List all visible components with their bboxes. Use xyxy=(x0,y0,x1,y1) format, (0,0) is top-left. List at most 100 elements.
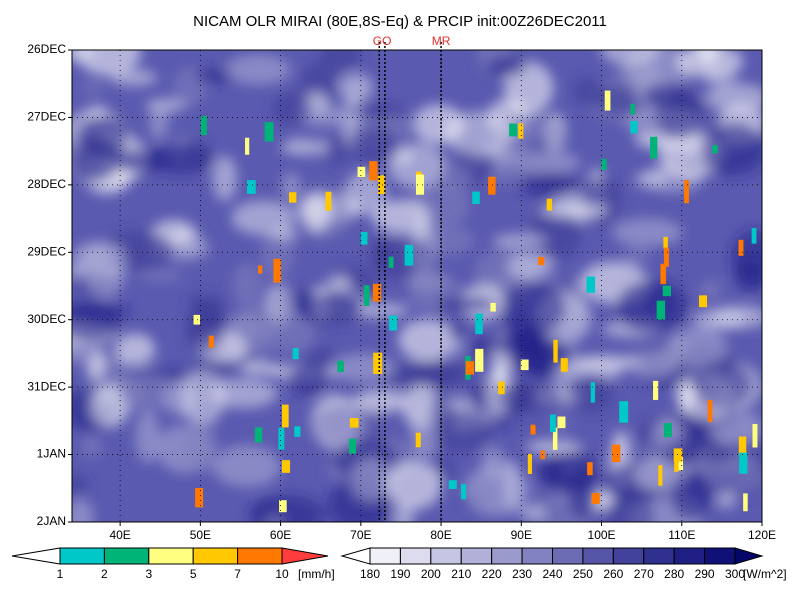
texture-blob xyxy=(494,331,546,357)
texture-blob xyxy=(81,81,104,96)
texture-cell xyxy=(590,382,596,403)
texture-blob xyxy=(448,321,466,340)
colorbar-unit: [mm/h] xyxy=(298,567,335,581)
texture-blob xyxy=(74,50,142,76)
texture-cell xyxy=(289,192,297,203)
colorbar-label: 290 xyxy=(695,567,715,581)
texture-cell xyxy=(472,191,480,204)
texture-blob xyxy=(692,359,753,408)
texture-cell xyxy=(530,424,536,435)
texture-blob xyxy=(298,292,363,327)
x-tick-label: 80E xyxy=(430,528,451,542)
texture-blob xyxy=(734,257,762,293)
texture-cell xyxy=(761,499,762,515)
texture-cell xyxy=(518,123,524,139)
texture-blob xyxy=(669,471,714,521)
texture-cell xyxy=(415,432,421,448)
colorbar-box xyxy=(491,547,523,565)
texture-blob xyxy=(72,498,95,522)
texture-blob xyxy=(194,68,234,84)
texture-cell xyxy=(292,348,299,360)
texture-cell xyxy=(630,121,638,134)
texture-cell xyxy=(538,257,545,266)
texture-blob xyxy=(486,55,528,78)
texture-cell xyxy=(404,244,414,266)
colorbar-label: 2 xyxy=(101,567,108,581)
texture-blob xyxy=(626,350,679,377)
texture-blob xyxy=(110,68,158,87)
texture-cell xyxy=(377,175,385,194)
texture-cell xyxy=(488,176,496,195)
texture-cell xyxy=(752,424,758,448)
texture-cell xyxy=(490,302,496,312)
texture-blob xyxy=(325,134,348,166)
texture-cell xyxy=(281,460,291,473)
colorbar-box xyxy=(673,547,706,565)
texture-cell xyxy=(193,314,201,325)
texture-cell xyxy=(349,438,357,454)
y-tick-label: 28DEC xyxy=(27,177,66,191)
colorbar-label: 260 xyxy=(603,567,623,581)
colorbar-arrow xyxy=(11,547,61,565)
texture-blob xyxy=(387,460,442,510)
colorbar-label: 1 xyxy=(57,567,64,581)
texture-blob xyxy=(208,378,278,409)
texture-blob xyxy=(518,506,548,520)
texture-blob xyxy=(288,362,330,396)
y-tick-label: 29DEC xyxy=(27,244,66,258)
texture-blob xyxy=(114,333,156,366)
texture-cell xyxy=(363,285,370,306)
texture-cell xyxy=(278,427,285,450)
texture-blob xyxy=(581,174,623,227)
texture-blob xyxy=(567,464,598,520)
texture-blob xyxy=(528,205,582,261)
texture-cell xyxy=(743,493,748,512)
colorbar-arrow xyxy=(340,547,371,565)
texture-blob xyxy=(184,139,208,167)
colorbar-box xyxy=(612,547,645,565)
texture-cell xyxy=(684,179,689,204)
texture-blob xyxy=(186,300,226,353)
texture-blob xyxy=(72,304,132,317)
texture-blob xyxy=(135,411,161,464)
texture-blob xyxy=(347,125,401,163)
x-tick-label: 60E xyxy=(270,528,291,542)
texture-blob xyxy=(612,218,683,247)
texture-cell xyxy=(674,457,684,471)
texture-blob xyxy=(343,171,387,215)
texture-cell xyxy=(601,158,607,171)
texture-cell xyxy=(208,335,214,348)
texture-cell xyxy=(560,358,568,372)
texture-cell xyxy=(546,198,553,211)
texture-blob xyxy=(671,440,732,467)
texture-blob xyxy=(265,313,316,354)
texture-cell xyxy=(673,448,683,462)
chart-title: NICAM OLR MIRAI (80E,8S-Eq) & PRCIP init… xyxy=(193,13,607,30)
texture-blob xyxy=(272,91,313,126)
y-tick-label: 26DEC xyxy=(27,42,66,56)
x-tick-label: 50E xyxy=(190,528,211,542)
texture-cell xyxy=(325,191,332,211)
texture-blob xyxy=(339,73,374,102)
texture-blob xyxy=(615,279,688,335)
texture-cell xyxy=(257,265,263,274)
marker-label: GO xyxy=(373,34,392,48)
texture-cell xyxy=(200,115,207,136)
texture-blob xyxy=(352,389,408,414)
texture-cell xyxy=(349,418,359,428)
texture-cell xyxy=(650,136,658,159)
texture-blob xyxy=(498,282,567,335)
colorbar-label: 10 xyxy=(275,567,289,581)
texture-blob xyxy=(655,91,702,142)
texture-cell xyxy=(360,232,368,245)
texture-cell xyxy=(475,348,484,372)
texture-blur xyxy=(72,50,762,522)
texture-cell xyxy=(264,122,274,142)
texture-blob xyxy=(572,76,606,107)
texture-blob xyxy=(436,295,496,313)
texture-cell xyxy=(653,380,659,400)
colorbar-arrow xyxy=(281,547,329,565)
texture-blob xyxy=(700,121,762,176)
texture-blob xyxy=(72,473,89,496)
